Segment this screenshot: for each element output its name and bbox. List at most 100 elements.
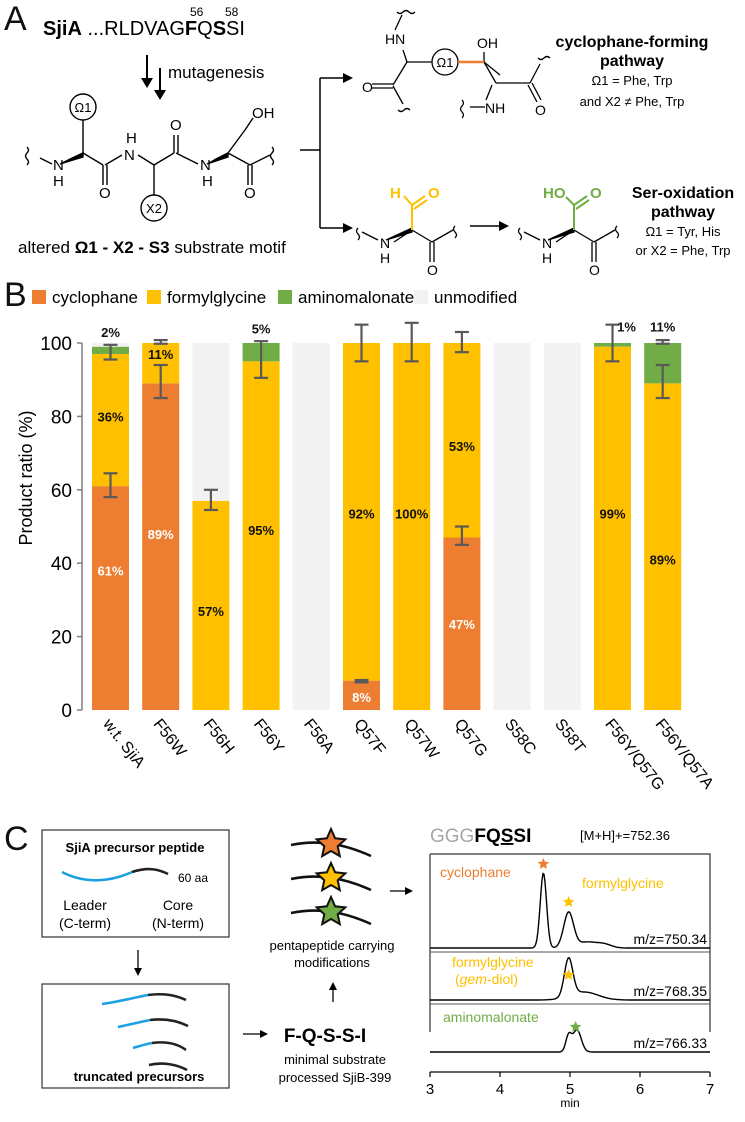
pentapeptide-caption-2: modifications	[294, 955, 370, 970]
data-label: 57%	[198, 604, 224, 619]
error-bar	[354, 323, 369, 363]
x-tick-label: Q57W	[401, 716, 443, 763]
trace-label-formylglycine-gem: formylglycine	[452, 954, 534, 970]
error-bar	[153, 338, 168, 345]
carboxyl-ho: HO	[543, 185, 566, 202]
pathway1-condition-2: and X2 ≠ Phe, Trp	[580, 94, 685, 109]
error-bar-cap	[354, 678, 369, 684]
svg-text:O: O	[99, 185, 111, 202]
substrate-atom-labels: N H N H O O N H O OH	[53, 105, 275, 202]
peak-star-icon	[562, 969, 575, 980]
sequence-f56: F	[185, 18, 197, 40]
data-label: 89%	[650, 553, 676, 568]
right-arrow-icon	[243, 1030, 268, 1038]
data-label: 11%	[148, 347, 174, 362]
legend-label-cyclophane: cyclophane	[52, 288, 138, 307]
bar-segment-formylglycine	[192, 500, 230, 710]
product-ratio-chart: cyclophane formylglycine aminomalonate unmo…	[16, 288, 717, 794]
svg-text:N: N	[542, 235, 552, 251]
y-tick-label: 60	[51, 481, 72, 502]
truncated-precursors-box	[41, 983, 230, 1089]
error-bar	[203, 488, 218, 512]
svg-text:O: O	[589, 262, 600, 278]
chromatogram-trace	[430, 956, 710, 1001]
position-58: 58	[225, 5, 239, 19]
bar-segment-formylglycine	[443, 343, 481, 538]
aminomalonate-structure	[517, 225, 620, 262]
chromatogram-trace	[430, 1029, 710, 1053]
svg-text:OH: OH	[252, 105, 275, 122]
x-tick-label: F56Y	[250, 716, 287, 757]
substrate-motif-structure	[24, 93, 275, 222]
sequence-q57: Q	[197, 18, 213, 40]
lcms-x-tick-label: 6	[636, 1081, 644, 1098]
data-label: 100%	[395, 507, 429, 522]
error-bar	[454, 330, 469, 354]
pathway2-condition-1: Ω1 = Tyr, His	[645, 224, 721, 239]
svg-text:H: H	[126, 130, 137, 147]
panel-c-diagram: SjiA precursor peptide 60 aa Leader (C-t…	[41, 826, 714, 1110]
trace-label-aminomalonate: aminomalonate	[443, 1009, 539, 1025]
peak-star-icon	[562, 896, 575, 907]
lcms-x-tick-label: 5	[566, 1081, 574, 1098]
y-tick-label: 100	[40, 334, 72, 355]
legend-label-unmodified: unmodified	[434, 288, 517, 307]
peak-star-icon	[537, 858, 550, 869]
panel-b-letter: B	[4, 276, 27, 314]
data-label: 36%	[97, 409, 123, 424]
bar-segment-formylglycine	[242, 361, 280, 710]
trace-mz-label: m/z=768.35	[633, 983, 707, 999]
lcms-x-axis-label: min	[560, 1096, 579, 1110]
legend-swatch-cyclophane	[32, 290, 46, 304]
lcms-sequence: GGGFQSSI	[430, 826, 531, 847]
data-label: 1%	[617, 319, 636, 334]
legend-swatch-unmodified	[414, 290, 428, 304]
mutagenesis-label: mutagenesis	[168, 63, 264, 82]
data-label: 61%	[97, 564, 123, 579]
svg-text:N: N	[124, 147, 135, 164]
bar-segment-cyclophane	[92, 486, 129, 710]
svg-text:OH: OH	[477, 35, 498, 51]
error-bar	[254, 340, 269, 379]
core-peptide-line	[131, 867, 169, 876]
legend-swatch-formylglycine	[147, 290, 161, 304]
svg-text:O: O	[427, 262, 438, 278]
carboxyl-o: O	[590, 185, 602, 202]
leader-term-label: (C-term)	[59, 915, 111, 931]
error-bar	[103, 472, 118, 499]
bar-segment-formylglycine	[393, 343, 431, 710]
cyclophane-atom-labels: HN OH NH O O	[362, 31, 546, 118]
bar-segment-unmodified	[543, 343, 581, 710]
pathway1-title-1: cyclophane-forming	[556, 34, 709, 51]
svg-text:HN: HN	[385, 31, 405, 47]
cyclophane-product-structure	[372, 9, 551, 119]
lcms-x-tick-label: 3	[426, 1081, 434, 1098]
sequence-suffix: SI	[226, 18, 245, 40]
x-tick-label: F56W	[150, 716, 190, 761]
minimal-caption-1: minimal substrate	[284, 1052, 386, 1067]
error-bar	[655, 338, 670, 345]
omega1-label: Ω1	[75, 100, 92, 115]
error-bar	[454, 525, 469, 546]
data-label: 99%	[599, 507, 625, 522]
bar-segment-formylglycine	[644, 383, 682, 710]
x-tick-label: F56H	[200, 716, 237, 757]
precursor-title: SjiA precursor peptide	[66, 840, 205, 855]
formylglycine-structure	[355, 225, 458, 262]
trace-mz-label: m/z=766.33	[633, 1035, 707, 1051]
panel-a-diagram: SjiA ...RLDVAGFQSSI 56 58 mutagenesis	[18, 5, 734, 278]
svg-text:H: H	[202, 173, 213, 190]
svg-text:O: O	[170, 117, 182, 134]
modification-star-icon	[314, 860, 348, 893]
precursor-box	[41, 829, 230, 938]
sequence-s58: S	[213, 18, 226, 40]
x-tick-label: F56A	[300, 716, 337, 757]
pathway2-title-1: Ser-oxidation	[632, 185, 734, 202]
x-tick-label: S58T	[551, 716, 588, 757]
svg-text:O: O	[244, 185, 256, 202]
minimal-sequence: F-Q-S-S-I	[284, 1026, 366, 1047]
data-label: 8%	[352, 690, 371, 705]
y-axis-label: Product ratio (%)	[16, 410, 36, 545]
legend-label-aminomalonate: aminomalonate	[298, 288, 414, 307]
error-bar	[103, 343, 118, 361]
